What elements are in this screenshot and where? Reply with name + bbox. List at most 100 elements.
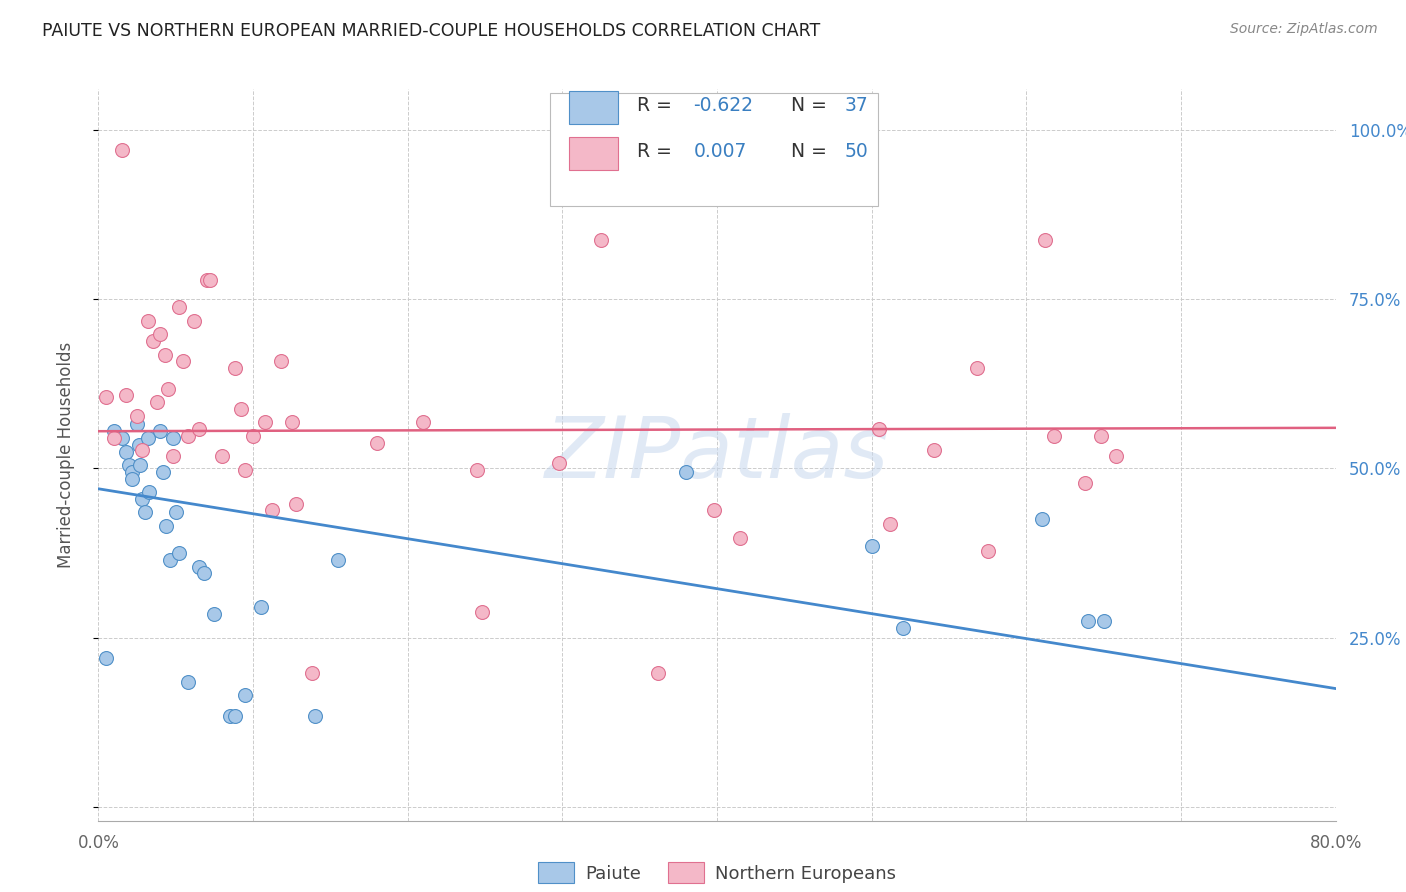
Point bbox=[188, 422, 211, 436]
Point bbox=[198, 273, 221, 287]
Text: -0.622: -0.622 bbox=[693, 96, 754, 115]
Point bbox=[1077, 614, 1099, 628]
Text: 50: 50 bbox=[845, 142, 869, 161]
Point bbox=[869, 422, 891, 436]
Text: N =: N = bbox=[792, 96, 834, 115]
Point bbox=[128, 438, 150, 452]
Point bbox=[591, 233, 613, 247]
Point bbox=[1043, 429, 1066, 443]
Point bbox=[467, 463, 489, 477]
Point bbox=[118, 458, 141, 472]
Point bbox=[260, 503, 283, 517]
Point bbox=[111, 431, 134, 445]
Point bbox=[879, 516, 901, 531]
Point bbox=[193, 566, 215, 581]
Point bbox=[730, 531, 752, 545]
Point bbox=[188, 559, 211, 574]
Point bbox=[162, 450, 184, 464]
Point bbox=[149, 424, 172, 438]
Point bbox=[149, 327, 172, 342]
Point bbox=[219, 708, 242, 723]
Point bbox=[153, 348, 176, 362]
Point bbox=[922, 442, 945, 457]
Point bbox=[976, 544, 998, 558]
Point bbox=[136, 314, 159, 328]
Point bbox=[129, 458, 152, 472]
FancyBboxPatch shape bbox=[550, 93, 877, 206]
Point bbox=[115, 444, 138, 458]
Point bbox=[167, 546, 190, 560]
Point bbox=[1074, 476, 1097, 491]
Point bbox=[675, 465, 697, 479]
Text: N =: N = bbox=[792, 142, 834, 161]
Point bbox=[127, 417, 149, 432]
Point bbox=[204, 607, 226, 621]
Point bbox=[136, 431, 159, 445]
Point bbox=[326, 553, 350, 567]
Point bbox=[250, 600, 273, 615]
Point bbox=[103, 424, 125, 438]
Point bbox=[131, 491, 153, 506]
Point bbox=[224, 708, 246, 723]
Point bbox=[159, 553, 181, 567]
Point bbox=[235, 463, 257, 477]
Point bbox=[647, 665, 669, 680]
Point bbox=[111, 143, 134, 157]
Point bbox=[195, 273, 218, 287]
FancyBboxPatch shape bbox=[568, 136, 619, 169]
Y-axis label: Married-couple Households: Married-couple Households bbox=[56, 342, 75, 568]
Text: Source: ZipAtlas.com: Source: ZipAtlas.com bbox=[1230, 22, 1378, 37]
Point bbox=[121, 465, 143, 479]
Point bbox=[177, 429, 200, 443]
Point bbox=[366, 435, 388, 450]
Point bbox=[285, 497, 308, 511]
Text: R =: R = bbox=[637, 142, 678, 161]
Point bbox=[131, 442, 153, 457]
Point bbox=[966, 361, 988, 376]
Point bbox=[270, 354, 292, 368]
Point bbox=[96, 651, 118, 665]
Text: R =: R = bbox=[637, 96, 678, 115]
Point bbox=[301, 665, 323, 680]
Point bbox=[242, 429, 264, 443]
Point bbox=[548, 456, 571, 470]
Point bbox=[412, 416, 434, 430]
Point bbox=[703, 503, 725, 517]
FancyBboxPatch shape bbox=[568, 91, 619, 124]
Point bbox=[142, 334, 165, 348]
Point bbox=[1033, 233, 1056, 247]
Point bbox=[1090, 429, 1112, 443]
Point bbox=[165, 506, 187, 520]
Point bbox=[162, 431, 184, 445]
Point bbox=[96, 390, 118, 404]
Point bbox=[127, 409, 149, 423]
Point bbox=[281, 416, 304, 430]
Point bbox=[229, 401, 252, 416]
Point bbox=[224, 361, 246, 376]
Point bbox=[146, 395, 169, 409]
Point bbox=[235, 689, 257, 703]
Point bbox=[1105, 450, 1128, 464]
Text: PAIUTE VS NORTHERN EUROPEAN MARRIED-COUPLE HOUSEHOLDS CORRELATION CHART: PAIUTE VS NORTHERN EUROPEAN MARRIED-COUP… bbox=[42, 22, 821, 40]
Point bbox=[134, 506, 156, 520]
Point bbox=[155, 519, 177, 533]
Point bbox=[103, 431, 125, 445]
Point bbox=[177, 674, 200, 689]
Point bbox=[304, 708, 326, 723]
Point bbox=[157, 382, 180, 396]
Point bbox=[115, 388, 138, 402]
Point bbox=[1092, 614, 1115, 628]
Point bbox=[860, 539, 883, 553]
Point bbox=[138, 485, 160, 500]
Point bbox=[183, 314, 205, 328]
Point bbox=[173, 354, 195, 368]
Point bbox=[254, 416, 277, 430]
Point bbox=[121, 472, 143, 486]
Point bbox=[152, 465, 174, 479]
Legend: Paiute, Northern Europeans: Paiute, Northern Europeans bbox=[529, 853, 905, 892]
Text: ZIPatlas: ZIPatlas bbox=[546, 413, 889, 497]
Point bbox=[471, 605, 494, 619]
Point bbox=[167, 300, 190, 314]
Text: 37: 37 bbox=[845, 96, 869, 115]
Text: 0.007: 0.007 bbox=[693, 142, 747, 161]
